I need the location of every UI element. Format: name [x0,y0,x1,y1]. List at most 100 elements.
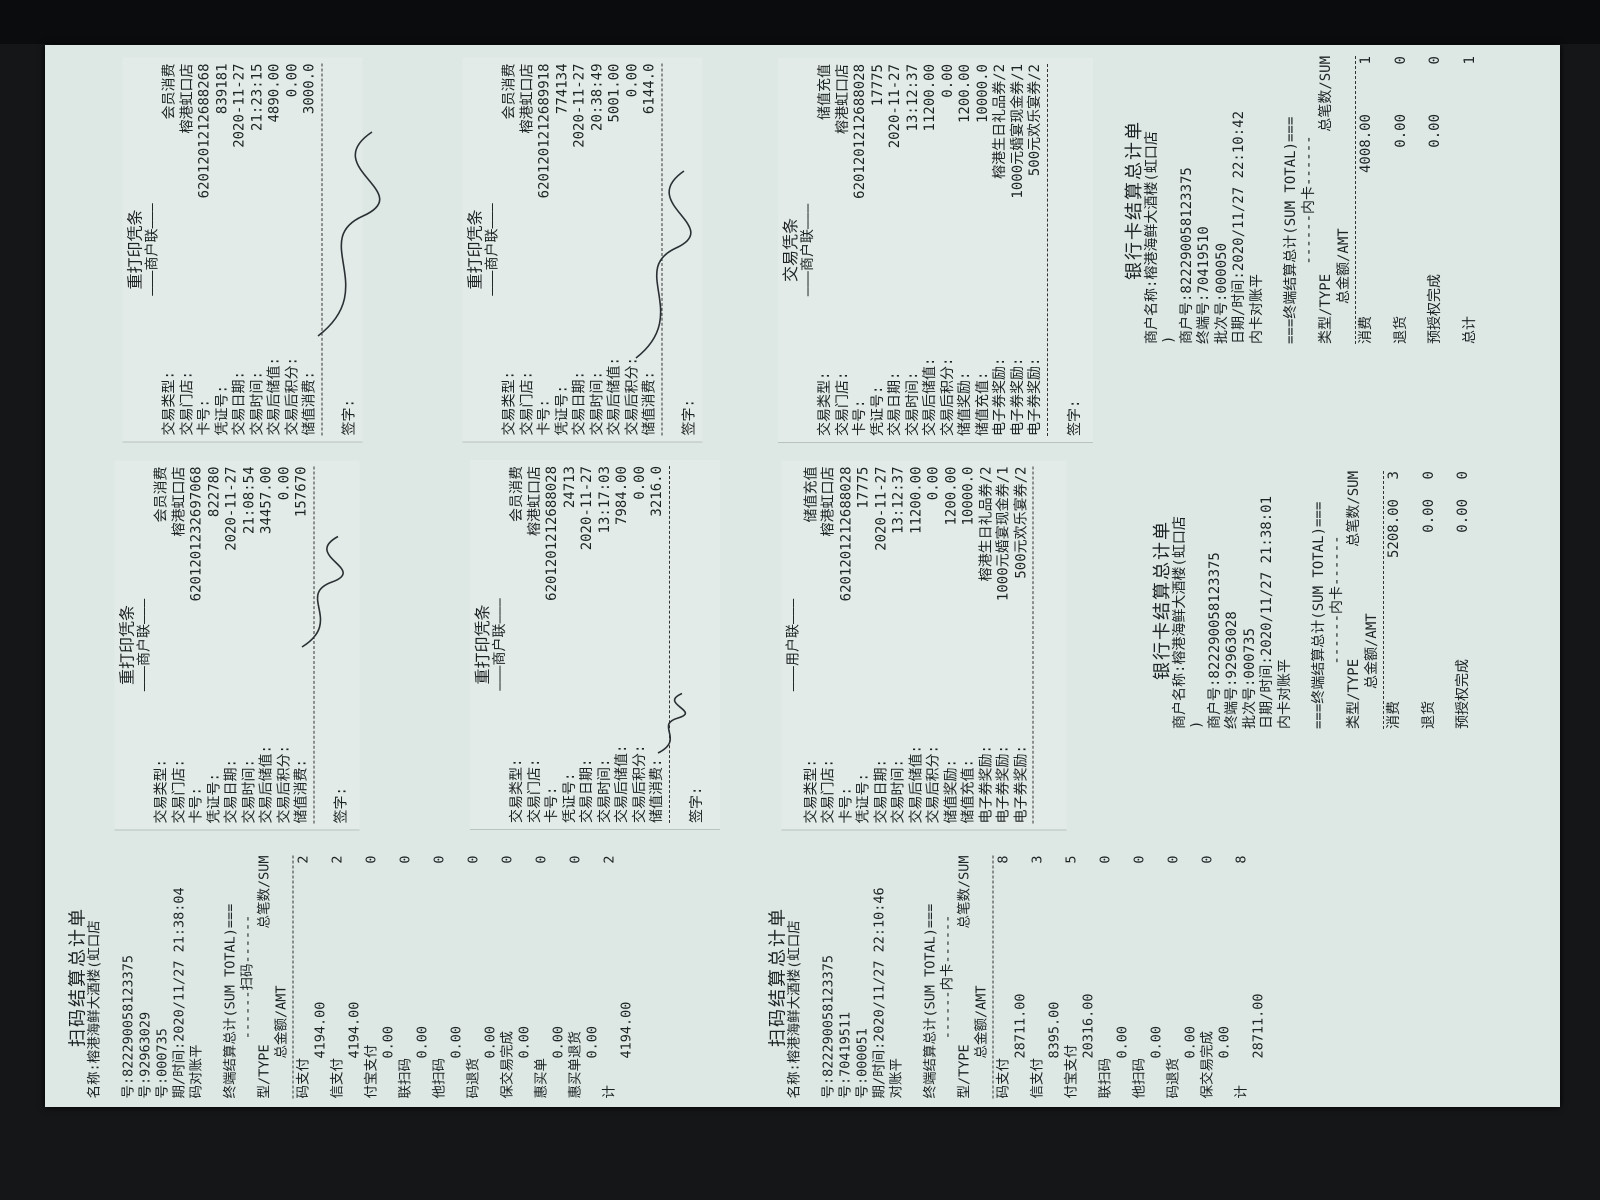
field-value: 6201201212688028 [838,466,854,601]
row-count: 2 [329,855,345,864]
field-row: 交易门店: 榕港虹口店 [171,466,189,823]
field-row: 凭证号: 774134 [554,64,572,436]
field-value: 13:12:37 [890,466,907,534]
total-row: 退货 0.00 0 [1393,56,1411,344]
row-count: 0 [431,855,447,864]
field-row: 卡号: 6201201212688028 [544,466,562,823]
field-row: 储值消费: 3000.0 [301,64,319,436]
field-value: 会员消费 [509,466,525,522]
field-row: 储值充值: 10000.0 [961,466,979,823]
total-row: 消费 4008.00 1 [1358,56,1376,344]
field-value: 6201201212689918 [536,63,552,199]
field-value: 500元欢乐宴券/2 [1026,63,1043,176]
row-type: 付宝支付 [1063,1044,1079,1099]
field-value: 20:38:49 [588,63,605,131]
row-type: 码退货 [465,1058,481,1099]
row-count: 3 [1029,855,1045,864]
field-row: 交易后储值: 7984.00 [614,466,632,823]
field-row: 交易后积分: 0.00 [926,466,944,823]
divider [1046,63,1047,436]
row-amount: 0.00 [482,1025,498,1059]
field-value: 榕港虹口店 [526,466,543,536]
field-value: 6144.0 [641,63,657,115]
row-type: 信支付 [329,1058,345,1099]
row-amount: 4008.00 [1358,114,1374,174]
receipt-title: 银行卡结算总计单 [1152,520,1173,680]
field-value: 6201201212688268 [196,63,212,199]
field-label: 凭证号: [213,385,230,436]
row-type: 保交易完成 [499,1031,515,1099]
field-row: 交易门店: 榕港虹口店 [519,64,537,436]
total-row: 付宝支付 0 [363,856,380,1099]
field-row: 储值充值: 10000.0 [974,64,992,436]
section-name: 内卡 [1328,586,1345,614]
field-row: 交易后积分: 0.00 [939,64,957,436]
sum-header: 总笔数/SUM [1346,471,1362,547]
field-label: 交易门店: [820,758,837,823]
field-value: 榕港虹口店 [178,63,195,134]
field-row: 交易日期: 2020-11-27 [579,466,597,823]
field-row: 交易后储值: 34457.00 [259,466,277,823]
field-value: 10000.0 [960,466,977,526]
row-amount: 0.00 [1182,1025,1198,1059]
signature-label: 签字: [680,399,697,436]
row-count: 1 [1358,56,1374,65]
field-label: 交易后积分: [283,357,300,436]
copy-type: 商户联 [136,623,152,666]
field-label: 交易时间: [596,758,613,823]
info-status: 码对账平 [188,1044,204,1099]
info-datetime: 期/时间:2020/11/27 21:38:04 [171,887,187,1099]
sum-header: 总笔数/SUM [256,855,272,929]
row-amount: 5208.00 [1386,499,1402,559]
row-amount: 0.00 [414,1025,430,1059]
field-row: 储值消费: 3216.0 [649,466,667,823]
row-amount: 4194.00 [312,1001,328,1059]
field-value: 榕港生日礼品券/2 [991,63,1008,179]
copy-type: 商户联 [799,228,815,271]
field-row: 凭证号: 17775 [869,64,887,436]
bank-settlement-receipt: 银行卡结算总计单 商户名称:榕港海鲜大酒楼(虹口店) 商户号:82229005812… [1122,50,1542,350]
field-value: 储值充值 [803,466,819,522]
field-label: 电子券奖励: [978,744,994,823]
field-label: 凭证号: [553,385,570,436]
row-count: 2 [601,855,617,864]
receipt-title: 重打印凭条 [473,604,492,685]
row-amount: 0.00 [584,1025,600,1059]
field-label: 交易门店: [518,371,535,436]
total-row: 惠买单 0 [533,856,550,1099]
field-label: 储值消费: [641,371,657,436]
copy-label: ———用户联——— [785,598,802,691]
receipt-title: 重打印凭条 [465,209,484,290]
field-label: 凭证号: [855,772,872,823]
field-row: 交易日期: 2020-11-27 [231,64,249,436]
row-count: 0 [1131,855,1147,864]
row-amount: 4194.00 [618,1001,634,1059]
field-value: 榕港虹口店 [518,63,535,134]
row-count: 0 [397,855,413,864]
field-row: 凭证号: 839181 [214,64,232,436]
row-count: 0 [1199,855,1215,864]
sum-total-header: ===终端结算总计(SUM TOTAL)=== [1283,116,1299,344]
field-value: 榕港生日礼品券/2 [978,466,994,581]
field-value: 榕港虹口店 [820,466,837,536]
row-count: 2 [295,855,311,864]
row-amount: 0.00 [380,1025,396,1059]
divider [292,855,293,1099]
scan-settlement-receipt: 扫码结算总计单 名称:榕港海鲜大酒楼(虹口店 号:822290058123375 号:… [65,850,755,1105]
scan-settlement-receipt: 扫码结算总计单 名称:榕港海鲜大酒楼(虹口店 号:822290058123375 号:… [765,850,1345,1105]
field-label: 交易日期: [223,758,240,823]
sum-total-header: 终端结算总计(SUM TOTAL)=== [222,903,238,1099]
field-value: 2020-11-27 [886,63,903,148]
column-header: 类型/TYPE 总笔数/SUM [1318,56,1336,344]
field-value: 3000.0 [301,63,317,115]
info-merchant-no: 商户号:822290058123375 [1206,552,1223,729]
section-name: 内卡 [1300,186,1317,214]
row-amount: 0.00 [1455,499,1471,533]
row-type: 码支付 [295,1058,311,1099]
field-row: 交易门店: 榕港虹口店 [527,466,545,823]
receipt-title: 扫码结算总计单 [67,907,88,1047]
field-label: 卡号: [536,399,552,436]
row-count: 0 [567,855,583,864]
member-receipt: 重打印凭条 ———商户联——— 交易类型: 会员消费 交易门店: 榕港虹口店 卡号: 6201… [470,460,720,830]
divider [1383,471,1384,729]
